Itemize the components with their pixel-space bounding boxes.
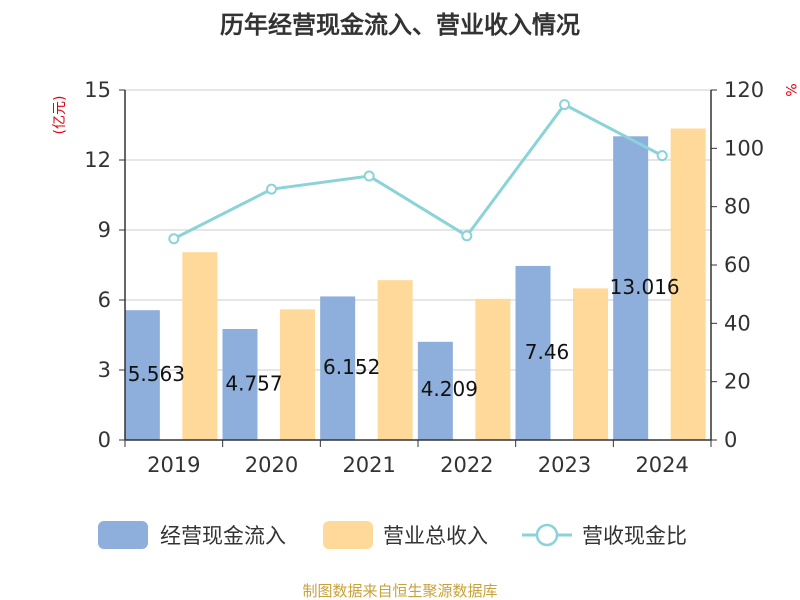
y-left-tick-label: 6: [98, 288, 111, 312]
line-series: [168, 99, 668, 245]
y-left-tick-label: 15: [84, 78, 111, 102]
bar-revenue-2019: [182, 252, 218, 440]
line-ratio: [173, 102, 663, 241]
x-tick-label: 2024: [635, 453, 688, 477]
bar-revenue-2023: [573, 288, 608, 440]
bar-revenue-2024: [670, 128, 706, 440]
legend-label-revenue: 营业总收入: [383, 524, 488, 548]
y-right-tick-label: 80: [724, 195, 751, 219]
data-label-cash-inflow-2023: 7.46: [525, 340, 570, 364]
x-tick-label: 2020: [245, 453, 298, 477]
line-point-2020: [266, 183, 277, 195]
y-left-tick-label: 3: [98, 358, 111, 382]
x-tick-label: 2023: [538, 453, 591, 477]
x-tick-label: 2019: [147, 453, 200, 477]
legend-label-ratio: 营收现金比: [582, 524, 687, 548]
y-right-tick-label: 120: [724, 78, 764, 102]
y-left-unit-label: (亿元): [52, 96, 68, 135]
data-label-cash-inflow-2022: 4.209: [421, 377, 478, 401]
y-left-tick-label: 12: [84, 148, 111, 172]
y-right-tick-label: 20: [724, 370, 751, 394]
bar-revenue-2020: [280, 309, 315, 440]
y-left-tick-label: 9: [98, 218, 111, 242]
source-note: 制图数据来自恒生聚源数据库: [302, 582, 497, 600]
bar-cash-inflow-2022: [417, 341, 453, 440]
legend-label-cash-inflow: 经营现金流入: [160, 524, 286, 548]
line-point-2019: [168, 233, 180, 245]
line-point-2024: [656, 150, 668, 162]
data-label-cash-inflow-2024: 13.016: [610, 275, 680, 299]
bars: [124, 128, 706, 440]
bar-cash-inflow-2019: [124, 310, 160, 440]
bar-cash-inflow-2021: [320, 296, 356, 440]
y-right-tick-label: 0: [724, 428, 737, 452]
bar-revenue-2021: [377, 280, 413, 440]
legend-swatch-ratio-marker: [535, 523, 559, 547]
data-label-cash-inflow-2019: 5.563: [128, 362, 185, 386]
bar-cash-inflow-2023: [515, 265, 551, 440]
y-right-tick-label: 100: [724, 136, 764, 160]
data-label-cash-inflow-2020: 4.757: [225, 372, 282, 396]
legend: 经营现金流入 营业总收入 营收现金比: [98, 521, 687, 549]
line-point-2023: [559, 99, 570, 111]
x-tick-label: 2021: [342, 453, 395, 477]
x-tick-label: 2022: [440, 453, 493, 477]
bar-revenue-2022: [475, 298, 511, 440]
bar-cash-inflow-2024: [613, 136, 649, 440]
data-labels: 5.563 4.757 6.152 4.209 7.46 13.016: [128, 275, 680, 401]
axes: 0 3 6 9 12 15 0 20 40 60 80 100 120 2019 2020 2021 2022 2…: [84, 78, 764, 477]
line-point-2022: [461, 230, 473, 242]
y-left-tick-label: 0: [98, 428, 111, 452]
bar-cash-inflow-2020: [222, 329, 258, 440]
legend-swatch-revenue: [323, 521, 373, 549]
legend-swatch-cash-inflow: [98, 521, 148, 549]
y-right-unit-label: %: [782, 83, 798, 96]
line-point-2021: [363, 170, 375, 182]
y-right-tick-label: 60: [724, 253, 751, 277]
data-label-cash-inflow-2021: 6.152: [323, 355, 380, 379]
chart-title: 历年经营现金流入、营业收入情况: [220, 11, 580, 39]
y-right-tick-label: 40: [724, 311, 751, 335]
